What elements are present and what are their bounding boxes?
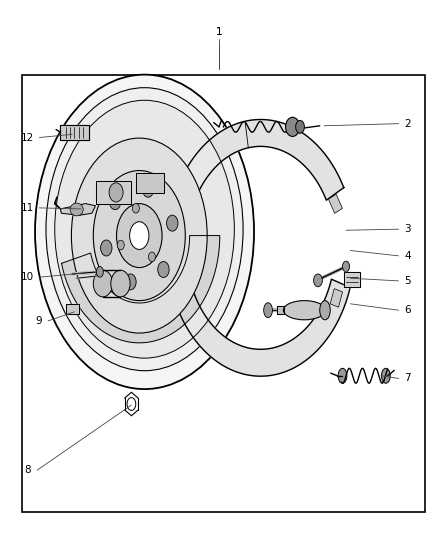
Ellipse shape	[320, 301, 330, 320]
Ellipse shape	[338, 368, 347, 383]
Ellipse shape	[109, 183, 123, 202]
Ellipse shape	[117, 240, 124, 250]
Polygon shape	[277, 306, 284, 314]
Ellipse shape	[71, 138, 207, 333]
Polygon shape	[96, 181, 131, 204]
Ellipse shape	[35, 75, 254, 389]
Polygon shape	[344, 272, 360, 287]
Ellipse shape	[70, 203, 83, 216]
Ellipse shape	[93, 270, 113, 297]
Polygon shape	[167, 119, 344, 239]
Ellipse shape	[96, 266, 103, 277]
Text: 2: 2	[404, 119, 411, 128]
Text: 6: 6	[404, 305, 411, 315]
Text: 1: 1	[215, 27, 223, 37]
Polygon shape	[62, 236, 220, 343]
Bar	[330, 289, 343, 307]
Ellipse shape	[101, 240, 112, 256]
Ellipse shape	[296, 120, 304, 133]
Ellipse shape	[117, 204, 162, 268]
Ellipse shape	[166, 215, 178, 231]
Bar	[328, 194, 343, 213]
Ellipse shape	[142, 181, 154, 197]
Text: 11: 11	[21, 203, 34, 213]
Polygon shape	[60, 204, 95, 215]
Text: 8: 8	[24, 465, 31, 475]
Polygon shape	[66, 304, 79, 314]
Text: 4: 4	[404, 251, 411, 261]
Text: 5: 5	[404, 276, 411, 286]
Ellipse shape	[93, 171, 185, 301]
Ellipse shape	[148, 252, 155, 262]
Ellipse shape	[46, 87, 243, 371]
Ellipse shape	[283, 301, 325, 320]
Ellipse shape	[264, 303, 272, 318]
Polygon shape	[60, 125, 89, 140]
Ellipse shape	[132, 204, 139, 213]
Text: 1: 1	[215, 27, 223, 37]
Ellipse shape	[343, 261, 350, 272]
Polygon shape	[136, 173, 164, 193]
Ellipse shape	[381, 368, 390, 383]
Ellipse shape	[110, 193, 121, 209]
Ellipse shape	[127, 398, 136, 410]
Text: 7: 7	[404, 374, 411, 383]
Polygon shape	[169, 269, 350, 376]
Ellipse shape	[55, 100, 234, 358]
Ellipse shape	[125, 274, 136, 290]
Bar	[22, 75, 425, 512]
Ellipse shape	[286, 117, 300, 136]
Bar	[160, 261, 172, 279]
Ellipse shape	[111, 270, 130, 297]
Ellipse shape	[130, 222, 149, 249]
Text: 9: 9	[35, 316, 42, 326]
Text: 3: 3	[404, 224, 411, 234]
Bar	[161, 227, 171, 243]
Ellipse shape	[158, 262, 169, 278]
Ellipse shape	[314, 274, 322, 287]
Text: 10: 10	[21, 272, 34, 282]
Text: 12: 12	[21, 133, 34, 142]
